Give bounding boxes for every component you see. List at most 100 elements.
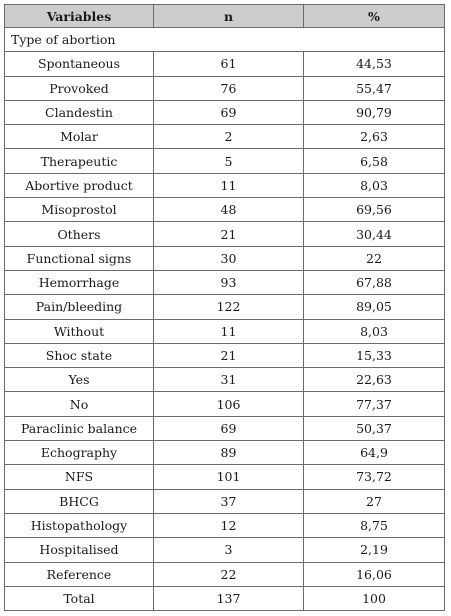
cell-n: 22 — [153, 561, 304, 587]
cell-percent: 44,53 — [303, 51, 445, 77]
cell-variable: Abortive product — [4, 172, 154, 199]
cell-variable: Spontaneous — [4, 51, 154, 77]
table-row: Shoc state 21 15,33 — [4, 342, 445, 369]
section-label: Type of abortion — [4, 26, 445, 53]
header-row: Variables n % — [4, 4, 445, 28]
cell-variable: Shoc state — [4, 342, 154, 369]
cell-variable: BHCG — [4, 488, 154, 514]
cell-percent: 6,58 — [303, 148, 445, 174]
cell-variable: Echography — [4, 440, 154, 466]
cell-n: 12 — [153, 512, 304, 539]
cell-variable: Reference — [4, 561, 154, 587]
cell-variable: Molar — [4, 124, 154, 150]
cell-variable: Total — [4, 585, 154, 612]
cell-percent: 8,75 — [303, 512, 445, 539]
table-row: Without 11 8,03 — [4, 318, 445, 344]
table-row: Others 21 30,44 — [4, 221, 445, 247]
table-row: Total 137 100 — [4, 585, 445, 612]
table-row: Reference 22 16,06 — [4, 561, 445, 587]
table-row: Paraclinic balance 69 50,37 — [4, 415, 445, 442]
header-n: n — [153, 4, 304, 28]
cell-variable: Hemorrhage — [4, 269, 154, 296]
cell-percent: 50,37 — [303, 415, 445, 442]
table-row: Pain/bleeding 122 89,05 — [4, 294, 445, 320]
cell-variable: Provoked — [4, 75, 154, 101]
cell-n: 69 — [153, 415, 304, 442]
table-row: Molar 2 2,63 — [4, 124, 445, 150]
cell-percent: 100 — [303, 585, 445, 612]
cell-n: 2 — [153, 124, 304, 150]
cell-variable: Histopathology — [4, 512, 154, 539]
cell-percent: 27 — [303, 488, 445, 514]
cell-percent: 67,88 — [303, 269, 445, 296]
data-table: Variables n % Type of abortion Spontaneo… — [4, 4, 445, 612]
table-row: NFS 101 73,72 — [4, 464, 445, 490]
cell-n: 101 — [153, 464, 304, 490]
cell-variable: Pain/bleeding — [4, 294, 154, 320]
cell-percent: 73,72 — [303, 464, 445, 490]
table-row: Hospitalised 3 2,19 — [4, 537, 445, 563]
cell-variable: Paraclinic balance — [4, 415, 154, 442]
cell-percent: 2,63 — [303, 124, 445, 150]
header-variables: Variables — [4, 4, 154, 28]
cell-n: 5 — [153, 148, 304, 174]
table-row: BHCG 37 27 — [4, 488, 445, 514]
cell-percent: 22 — [303, 245, 445, 271]
cell-percent: 77,37 — [303, 391, 445, 417]
table-row: Spontaneous 61 44,53 — [4, 51, 445, 77]
cell-percent: 8,03 — [303, 172, 445, 199]
cell-variable: NFS — [4, 464, 154, 490]
cell-n: 122 — [153, 294, 304, 320]
cell-percent: 15,33 — [303, 342, 445, 369]
section-row: Type of abortion — [4, 26, 445, 53]
cell-percent: 22,63 — [303, 367, 445, 393]
header-percent: % — [303, 4, 445, 28]
table-row: Functional signs 30 22 — [4, 245, 445, 271]
cell-percent: 69,56 — [303, 197, 445, 223]
cell-n: 89 — [153, 440, 304, 466]
cell-percent: 30,44 — [303, 221, 445, 247]
cell-n: 21 — [153, 342, 304, 369]
table-row: Histopathology 12 8,75 — [4, 512, 445, 539]
cell-percent: 8,03 — [303, 318, 445, 344]
cell-variable: Hospitalised — [4, 537, 154, 563]
cell-n: 93 — [153, 269, 304, 296]
cell-n: 69 — [153, 99, 304, 126]
table-row: Hemorrhage 93 67,88 — [4, 269, 445, 296]
table-row: Clandestin 69 90,79 — [4, 99, 445, 126]
cell-n: 21 — [153, 221, 304, 247]
table-row: No 106 77,37 — [4, 391, 445, 417]
table-row: Misoprostol 48 69,56 — [4, 197, 445, 223]
cell-percent: 90,79 — [303, 99, 445, 126]
cell-variable: Without — [4, 318, 154, 344]
cell-variable: Misoprostol — [4, 197, 154, 223]
cell-n: 3 — [153, 537, 304, 563]
cell-variable: No — [4, 391, 154, 417]
table-row: Yes 31 22,63 — [4, 367, 445, 393]
table-row: Abortive product 11 8,03 — [4, 172, 445, 199]
cell-n: 11 — [153, 172, 304, 199]
cell-n: 30 — [153, 245, 304, 271]
table-row: Therapeutic 5 6,58 — [4, 148, 445, 174]
cell-n: 31 — [153, 367, 304, 393]
cell-percent: 64,9 — [303, 440, 445, 466]
cell-n: 11 — [153, 318, 304, 344]
cell-n: 106 — [153, 391, 304, 417]
cell-n: 76 — [153, 75, 304, 101]
cell-variable: Therapeutic — [4, 148, 154, 174]
cell-variable: Others — [4, 221, 154, 247]
cell-variable: Functional signs — [4, 245, 154, 271]
table-body: Type of abortion Spontaneous 61 44,53 Provo… — [4, 26, 445, 612]
cell-n: 61 — [153, 51, 304, 77]
cell-n: 37 — [153, 488, 304, 514]
cell-percent: 16,06 — [303, 561, 445, 587]
table-header: Variables n % — [4, 4, 445, 28]
cell-n: 137 — [153, 585, 304, 612]
table-row: Provoked 76 55,47 — [4, 75, 445, 101]
cell-percent: 55,47 — [303, 75, 445, 101]
cell-percent: 2,19 — [303, 537, 445, 563]
cell-n: 48 — [153, 197, 304, 223]
cell-percent: 89,05 — [303, 294, 445, 320]
cell-variable: Clandestin — [4, 99, 154, 126]
table-row: Echography 89 64,9 — [4, 440, 445, 466]
